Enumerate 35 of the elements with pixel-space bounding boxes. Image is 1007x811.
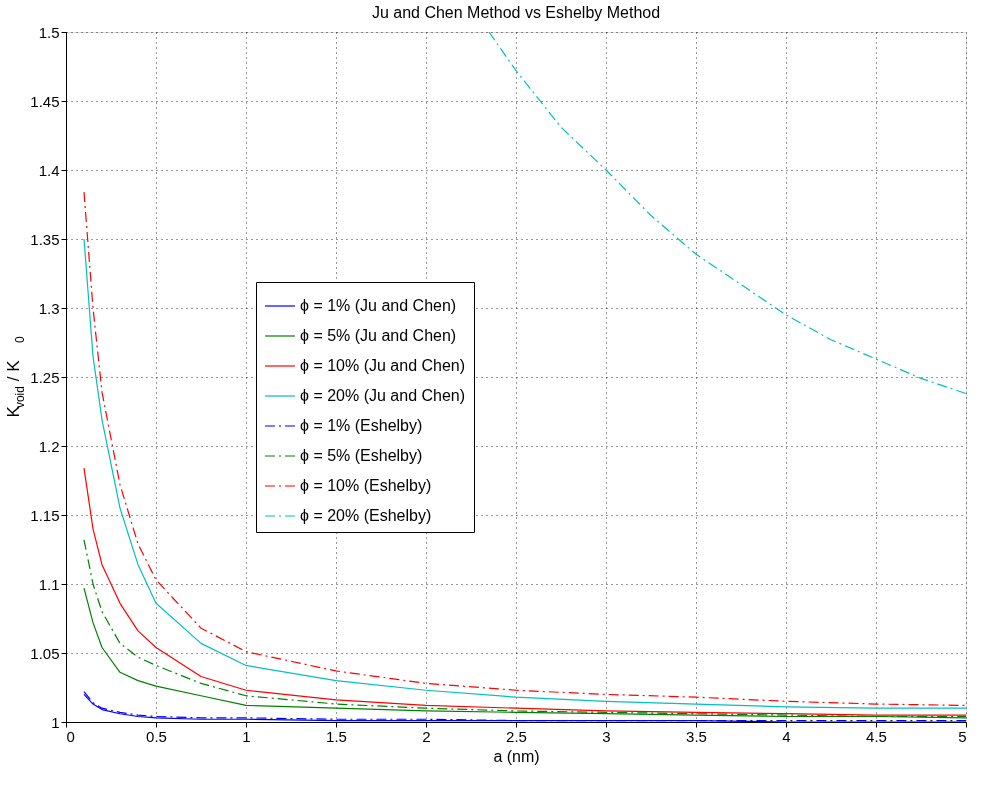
x-tick-label: 2 — [422, 727, 431, 745]
chart-title: Ju and Chen Method vs Eshelby Method — [371, 4, 661, 21]
x-tick-label: 0 — [66, 727, 75, 745]
y-tick-label: 1 — [51, 713, 60, 731]
y-tick-label: 1.1 — [38, 575, 60, 593]
legend-label: ϕ = 10% (Ju and Chen) — [300, 357, 466, 374]
legend-label: ϕ = 20% (Ju and Chen) — [300, 387, 466, 404]
y-tick-label: 1.35 — [30, 230, 60, 248]
x-tick-label: 5 — [958, 727, 967, 745]
x-tick-label: 0.5 — [146, 727, 167, 745]
x-tick-label: 1 — [242, 727, 251, 745]
y-axis-title: Kvoid / K0 — [4, 336, 27, 418]
x-tick-label: 3.5 — [686, 727, 707, 745]
x-tick-label: 4 — [782, 727, 791, 745]
y-tick-label: 1.3 — [38, 299, 60, 317]
line-series — [488, 32, 966, 395]
x-tick-label: 2.5 — [506, 727, 527, 745]
legend-label: ϕ = 1% (Ju and Chen) — [300, 297, 457, 314]
x-axis-title: a (nm) — [493, 747, 540, 765]
x-tick-label: 4.5 — [866, 727, 887, 745]
y-tick-label: 1.4 — [38, 161, 60, 179]
y-tick-label: 1.5 — [38, 23, 60, 41]
y-tick-label: 1.25 — [30, 368, 60, 386]
x-tick-label: 1.5 — [326, 727, 347, 745]
legend-label: ϕ = 10% (Eshelby) — [300, 477, 432, 494]
y-tick-label: 1.05 — [30, 644, 60, 662]
x-tick-label: 3 — [602, 727, 611, 745]
legend-label: ϕ = 20% (Eshelby) — [300, 507, 432, 524]
y-tick-label: 1.15 — [30, 506, 60, 524]
y-tick-label: 1.2 — [38, 437, 60, 455]
legend-label: ϕ = 1% (Eshelby) — [300, 417, 423, 434]
legend-label: ϕ = 5% (Eshelby) — [300, 447, 423, 464]
line-series — [83, 467, 966, 716]
legend-label: ϕ = 5% (Ju and Chen) — [300, 327, 457, 344]
y-tick-label: 1.45 — [30, 92, 60, 110]
